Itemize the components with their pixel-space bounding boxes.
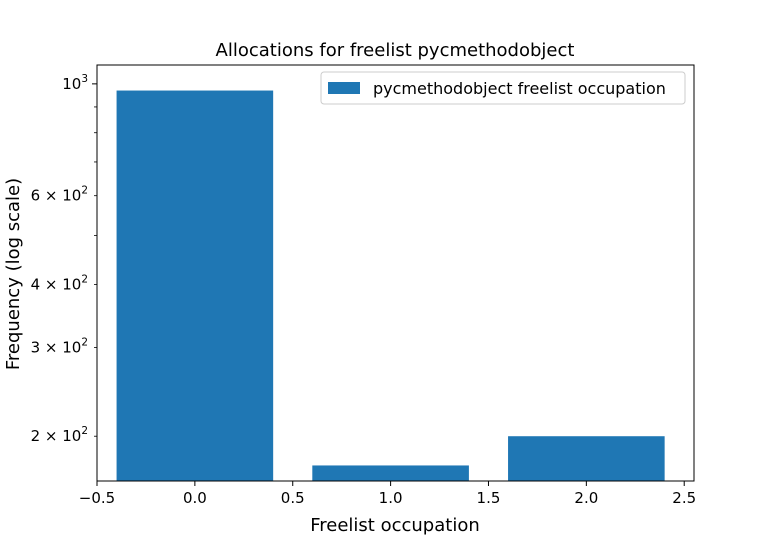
- chart-title: Allocations for freelist pycmethodobject: [216, 40, 575, 61]
- bars-layer: [116, 90, 665, 482]
- bar-0: [116, 90, 274, 482]
- legend-label: pycmethodobject freelist occupation: [373, 79, 666, 98]
- x-tick-label: −0.5: [79, 489, 115, 507]
- plot-frame: [96, 64, 695, 482]
- x-axis-label: Freelist occupation: [310, 515, 480, 536]
- legend-swatch: [328, 82, 360, 94]
- x-tick-label: 2.0: [574, 489, 598, 507]
- y-major-tick-label: 103: [62, 73, 88, 93]
- x-tick-label: 1.0: [379, 489, 403, 507]
- y-minor-tick-label: 4 × 102: [31, 273, 88, 293]
- y-minor-tick-label: 6 × 102: [31, 185, 88, 205]
- y-axis: 103 2 × 102 3 × 102 4 × 102 6 × 102: [31, 73, 97, 445]
- y-axis-label: Frequency (log scale): [3, 178, 24, 370]
- y-minor-tick-label: 3 × 102: [31, 336, 88, 356]
- x-tick-label: 1.5: [477, 489, 501, 507]
- legend: pycmethodobject freelist occupation: [320, 71, 686, 105]
- y-minor-tick-label: 2 × 102: [31, 425, 88, 445]
- legend-box: [320, 71, 686, 105]
- x-tick-label: 0.0: [183, 489, 207, 507]
- x-tick-label: 0.5: [281, 489, 305, 507]
- x-axis: −0.5 0.0 0.5 1.0 1.5 2.0 2.5: [79, 481, 696, 507]
- x-tick-label: 2.5: [672, 489, 696, 507]
- bar-1: [312, 465, 469, 481]
- bar-2: [508, 436, 665, 481]
